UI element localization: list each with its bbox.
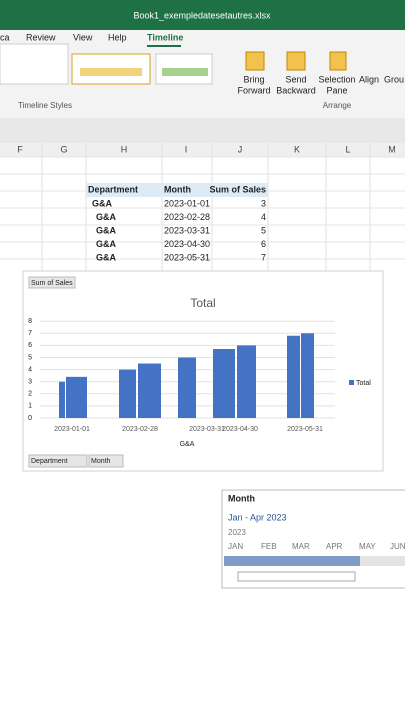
pivot-cell: G&A: [92, 198, 113, 208]
x-tick-label: 2023-03-31: [189, 426, 225, 433]
bar: [237, 345, 256, 418]
x-tick-label: 2023-04-30: [222, 426, 258, 433]
ribbon-button-label[interactable]: Bring: [243, 74, 264, 84]
ribbon-button-label[interactable]: Send: [285, 74, 306, 84]
timeline-selection[interactable]: [224, 556, 360, 566]
thumb-bar: [80, 68, 142, 76]
filter-label: Month: [91, 458, 111, 465]
pivot-header-cell: Department: [88, 184, 138, 194]
y-tick-label: 0: [28, 415, 32, 422]
pivot-header-cell: Month: [164, 184, 191, 194]
chart-button-label: Sum of Sales: [31, 280, 73, 287]
timeline-month[interactable]: APR: [326, 542, 343, 551]
group-label: Timeline Styles: [18, 101, 72, 110]
group-label: Arrange: [323, 101, 352, 110]
timeline-year: 2023: [228, 528, 246, 537]
ribbon-button-label[interactable]: Align: [359, 74, 379, 84]
pivot-cell: 3: [261, 198, 266, 208]
timeline-header: Month: [228, 493, 255, 503]
pivot-header-cell: Sum of Sales: [209, 184, 266, 194]
bring-icon: [245, 51, 265, 71]
y-tick-label: 5: [28, 354, 32, 361]
y-tick-label: 2: [28, 391, 32, 398]
ribbon-tab[interactable]: View: [73, 32, 93, 42]
ribbon-button-label[interactable]: Grou: [384, 74, 404, 84]
pivot-cell: G&A: [96, 239, 117, 249]
column-letter: F: [17, 144, 23, 154]
timeline-range: Jan - Apr 2023: [228, 512, 287, 522]
pivot-cell: G&A: [96, 212, 117, 222]
ribbon-button-label[interactable]: Forward: [237, 85, 270, 95]
formula-area: [0, 118, 405, 143]
pivot-cell: 6: [261, 239, 266, 249]
column-letter: G: [60, 144, 67, 154]
timeline-month[interactable]: JUN: [390, 542, 405, 551]
chart-button[interactable]: [28, 276, 76, 289]
x-tick-label: 2023-05-31: [287, 426, 323, 433]
bar: [301, 333, 314, 418]
column-letter: M: [388, 144, 396, 154]
pane-icon: [329, 51, 347, 71]
pivot-cell: 2023-04-30: [164, 239, 210, 249]
column-letter: J: [238, 144, 243, 154]
x-group-label: G&A: [180, 441, 195, 448]
ribbon-button-label[interactable]: Backward: [276, 85, 316, 95]
timeline-month[interactable]: FEB: [261, 542, 277, 551]
bar: [59, 381, 65, 418]
timeline-month[interactable]: MAR: [292, 542, 310, 551]
ribbon-tab[interactable]: Review: [26, 32, 56, 42]
bar: [178, 357, 196, 418]
ribbon-button-label[interactable]: Selection: [318, 74, 355, 84]
column-letter: L: [345, 144, 350, 154]
active-tab-underline: [147, 45, 181, 47]
send-icon: [286, 51, 306, 71]
pivot-cell: 2023-03-31: [164, 225, 210, 235]
chart-frame[interactable]: [22, 270, 384, 472]
pivot-cell: 7: [261, 252, 266, 262]
filter-label: Department: [31, 458, 68, 465]
style-thumb[interactable]: [0, 43, 69, 85]
legend-label: Total: [356, 380, 371, 387]
y-tick-label: 7: [28, 330, 32, 337]
thumb-bar: [162, 68, 208, 76]
filter-button[interactable]: [28, 454, 88, 468]
pivot-cell: 2023-05-31: [164, 252, 210, 262]
timeline-month[interactable]: MAY: [359, 542, 376, 551]
pivot-cell: G&A: [96, 225, 117, 235]
ribbon-tab[interactable]: Help: [108, 32, 127, 42]
chart-title: Total: [190, 296, 215, 310]
pivot-cell: 2023-01-01: [164, 198, 210, 208]
bar: [66, 376, 87, 418]
bar: [213, 349, 235, 418]
y-tick-label: 8: [28, 318, 32, 325]
timeline-month[interactable]: JAN: [228, 542, 243, 551]
ribbon-tab[interactable]: ca: [0, 32, 10, 42]
column-letter: I: [185, 144, 188, 154]
file-name: Book1_exempledatesetautres.xlsx: [133, 10, 271, 20]
column-header: [0, 143, 405, 157]
bar: [287, 335, 300, 418]
pivot-cell: 4: [261, 212, 266, 222]
timeline-scrollbar[interactable]: [237, 571, 356, 582]
pivot-cell: G&A: [96, 252, 117, 262]
bar: [119, 369, 136, 418]
ribbon-button-label[interactable]: Pane: [326, 85, 347, 95]
y-tick-label: 1: [28, 403, 32, 410]
filter-button[interactable]: [88, 454, 124, 468]
legend-swatch: [349, 380, 354, 385]
x-tick-label: 2023-02-28: [122, 426, 158, 433]
title-bar: [0, 0, 405, 30]
x-tick-label: 2023-01-01: [54, 426, 90, 433]
pivot-header: [86, 183, 268, 197]
ribbon-tab[interactable]: Timeline: [147, 32, 183, 42]
pivot-cell: 2023-02-28: [164, 212, 210, 222]
y-tick-label: 4: [28, 366, 32, 373]
y-tick-label: 3: [28, 379, 32, 386]
bar: [138, 363, 161, 418]
y-tick-label: 6: [28, 342, 32, 349]
column-letter: H: [121, 144, 128, 154]
column-letter: K: [294, 144, 300, 154]
pivot-cell: 5: [261, 225, 266, 235]
